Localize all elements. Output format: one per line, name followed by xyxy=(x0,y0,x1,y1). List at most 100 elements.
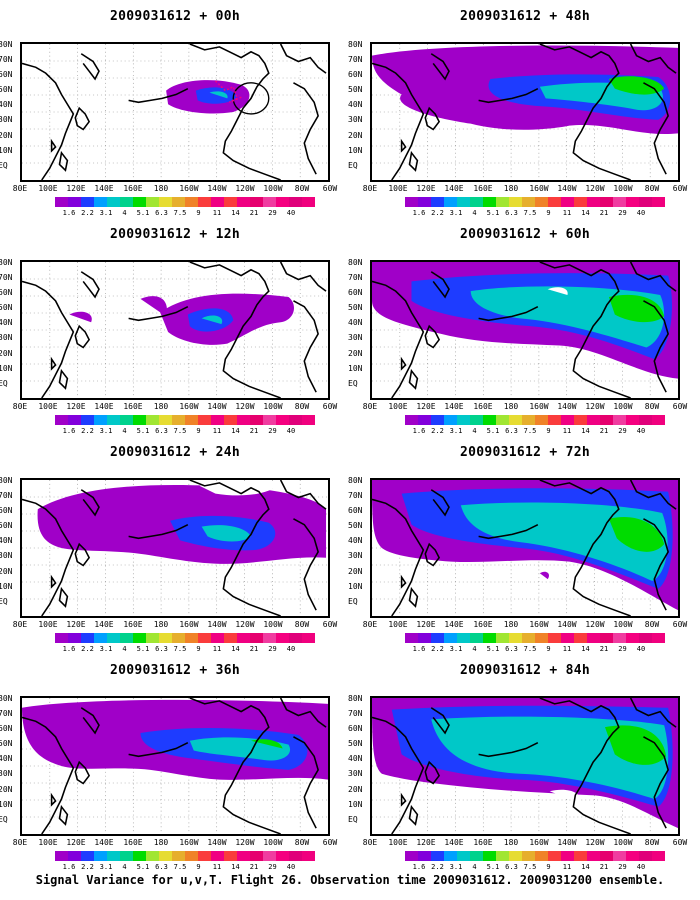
latitude-label: 10N xyxy=(348,146,363,155)
colorbar-label: 2.2 xyxy=(431,645,444,653)
longitude-label: 160W xyxy=(529,838,549,847)
latitude-label: 10N xyxy=(0,800,13,809)
longitude-label: 80W xyxy=(294,620,310,629)
colorbar-label: 9 xyxy=(546,209,551,217)
coastline xyxy=(22,280,75,398)
colorbar-label: 3.1 xyxy=(99,863,113,871)
colorbar-label: 5.1 xyxy=(136,645,150,653)
latitude-label: 30N xyxy=(348,115,363,124)
colorbar-swatch xyxy=(237,197,250,207)
longitude-label: 160E xyxy=(123,838,143,847)
colorbar-swatch xyxy=(68,851,81,861)
colorbar-label: 3.1 xyxy=(449,645,463,653)
colorbar-swatch xyxy=(444,197,457,207)
latitude-label: 50N xyxy=(0,521,13,530)
colorbar-label: 11 xyxy=(212,863,222,871)
colorbar-label: 2.2 xyxy=(431,863,444,871)
colorbar-swatch xyxy=(509,851,522,861)
coastline xyxy=(189,44,281,180)
colorbar-label: 1.6 xyxy=(62,645,76,653)
latitude-label: 40N xyxy=(0,100,13,109)
colorbar-label: 29 xyxy=(618,209,627,217)
colorbar-label: 7.5 xyxy=(523,863,537,871)
panel-title: 2009031612 + 00h xyxy=(109,9,241,24)
coastline xyxy=(58,368,69,390)
colorbar-label: 1.6 xyxy=(412,427,426,435)
colorbar-label: 6.3 xyxy=(505,863,518,871)
colorbar-swatch xyxy=(224,851,237,861)
colorbar-swatch xyxy=(107,851,120,861)
colorbar xyxy=(405,197,665,207)
colorbar-swatch xyxy=(94,851,107,861)
map-canvas xyxy=(22,262,328,398)
colorbar-swatch xyxy=(68,197,81,207)
colorbar-label: 1.6 xyxy=(412,209,426,217)
colorbar-swatch xyxy=(289,633,302,643)
colorbar-label: 6.3 xyxy=(155,209,168,217)
coastline xyxy=(478,305,539,322)
colorbar-swatch xyxy=(548,851,561,861)
colorbar-swatch xyxy=(522,851,535,861)
colorbar-label: 4 xyxy=(122,209,127,217)
coastline xyxy=(80,271,100,299)
coastline xyxy=(408,368,419,390)
coastline xyxy=(372,716,425,834)
colorbar-swatch xyxy=(55,415,68,425)
colorbar-swatch xyxy=(535,851,548,861)
colorbar-label: 11 xyxy=(212,427,222,435)
coastline xyxy=(643,736,669,829)
colorbar-swatch xyxy=(561,633,574,643)
colorbar-swatch xyxy=(574,415,587,425)
colorbar-label: 3.1 xyxy=(449,209,463,217)
colorbar-label: 29 xyxy=(268,863,277,871)
latitude-label: 60N xyxy=(0,70,13,79)
longitude-label: 140W xyxy=(207,402,227,411)
colorbar-label: 21 xyxy=(249,863,259,871)
longitude-label: 160E xyxy=(473,620,493,629)
latitude-label: 10N xyxy=(348,800,363,809)
longitude-label: 60W xyxy=(672,402,688,411)
colorbar-swatch xyxy=(587,197,600,207)
colorbar-swatch xyxy=(405,197,418,207)
colorbar-swatch xyxy=(613,197,626,207)
panel-title: 2009031612 + 60h xyxy=(459,227,591,242)
colorbar-swatch xyxy=(483,851,496,861)
colorbar-swatch xyxy=(133,633,146,643)
colorbar-label: 14 xyxy=(231,209,240,217)
latitude-label: 80N xyxy=(348,258,363,267)
latitude-label: 30N xyxy=(0,551,13,560)
colorbar-swatch xyxy=(133,851,146,861)
longitude-label: 180 xyxy=(153,184,169,193)
colorbar-label: 29 xyxy=(268,645,277,653)
coastline xyxy=(424,542,441,567)
colorbar-swatch xyxy=(457,415,470,425)
latitude-label: 30N xyxy=(348,551,363,560)
colorbar-swatch xyxy=(237,851,250,861)
longitude-label: 80W xyxy=(294,402,310,411)
colorbar-label: 9 xyxy=(196,645,201,653)
colorbar-swatch xyxy=(431,415,444,425)
colorbar-swatch xyxy=(159,633,172,643)
colorbar-swatch xyxy=(289,197,302,207)
colorbar-swatch xyxy=(639,415,652,425)
colorbar-swatch xyxy=(444,851,457,861)
colorbar-label: 4 xyxy=(122,863,127,871)
longitude-label: 80E xyxy=(12,402,28,411)
longitude-label: 100W xyxy=(263,838,283,847)
colorbar-swatch xyxy=(587,851,600,861)
colorbar-swatch xyxy=(172,851,185,861)
latitude-label: 70N xyxy=(348,273,363,282)
map-canvas xyxy=(22,44,328,180)
coastline xyxy=(50,138,57,153)
coastline xyxy=(279,44,327,74)
latitude-label: 20N xyxy=(348,131,363,140)
longitude-label: 120W xyxy=(585,838,605,847)
colorbar-label: 1.6 xyxy=(412,863,426,871)
colorbar-label: 6.3 xyxy=(155,427,168,435)
colorbar-swatch xyxy=(146,633,159,643)
longitude-label: 100E xyxy=(38,620,58,629)
colorbar xyxy=(55,415,315,425)
longitude-label: 120E xyxy=(416,184,436,193)
longitude-label: 120W xyxy=(585,620,605,629)
panel-title: 2009031612 + 84h xyxy=(459,663,591,678)
